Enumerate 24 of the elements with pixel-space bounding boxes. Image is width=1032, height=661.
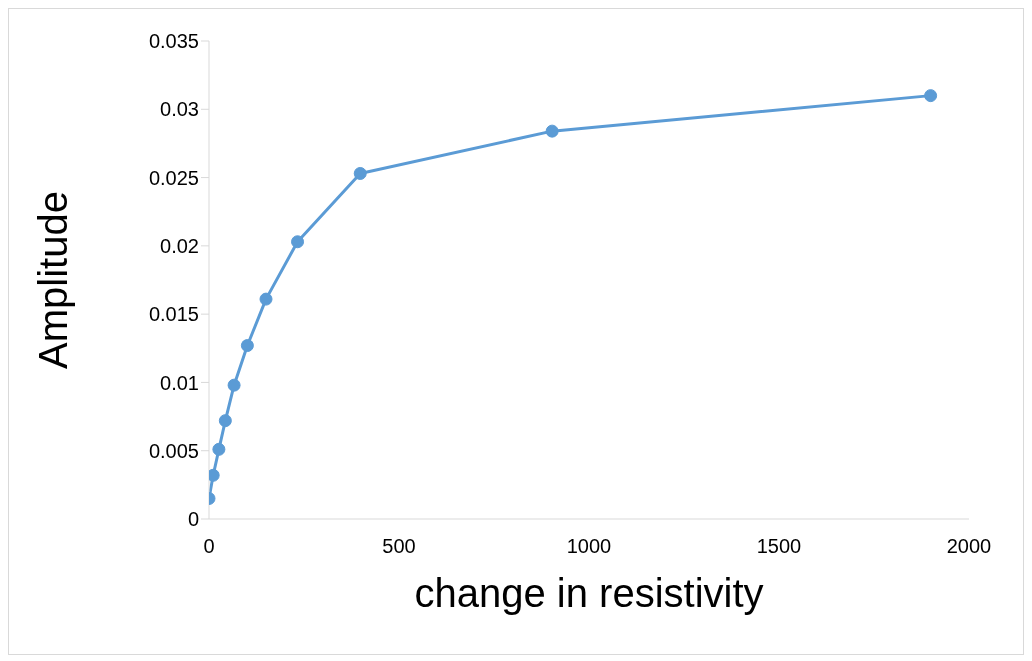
x-tick-label: 500 <box>382 535 416 558</box>
x-tick-label: 2000 <box>946 535 992 558</box>
x-tick-label: 1500 <box>756 535 802 558</box>
y-tick-label: 0.015 <box>148 303 199 326</box>
x-axis-title: change in resistivity <box>414 571 764 615</box>
y-tick-label: 0.01 <box>160 371 199 394</box>
point <box>291 235 305 249</box>
y-tick-label: 0.035 <box>148 30 199 53</box>
y-tick-label: 0.005 <box>148 439 199 462</box>
point <box>259 292 273 306</box>
y-tick-label: 0.025 <box>148 166 199 189</box>
y-tick-label: 0.02 <box>160 234 199 257</box>
x-tick-label: 0 <box>203 535 215 558</box>
point <box>353 166 367 180</box>
point <box>924 89 938 103</box>
y-tick-label: 0.03 <box>160 98 199 121</box>
point <box>240 339 254 353</box>
point <box>212 442 226 456</box>
point <box>218 414 232 428</box>
x-tick-label: 1000 <box>566 535 612 558</box>
y-axis-title: Amplitude <box>31 191 76 369</box>
point <box>227 378 241 392</box>
point <box>545 124 559 138</box>
y-tick-label: 0 <box>187 508 199 531</box>
